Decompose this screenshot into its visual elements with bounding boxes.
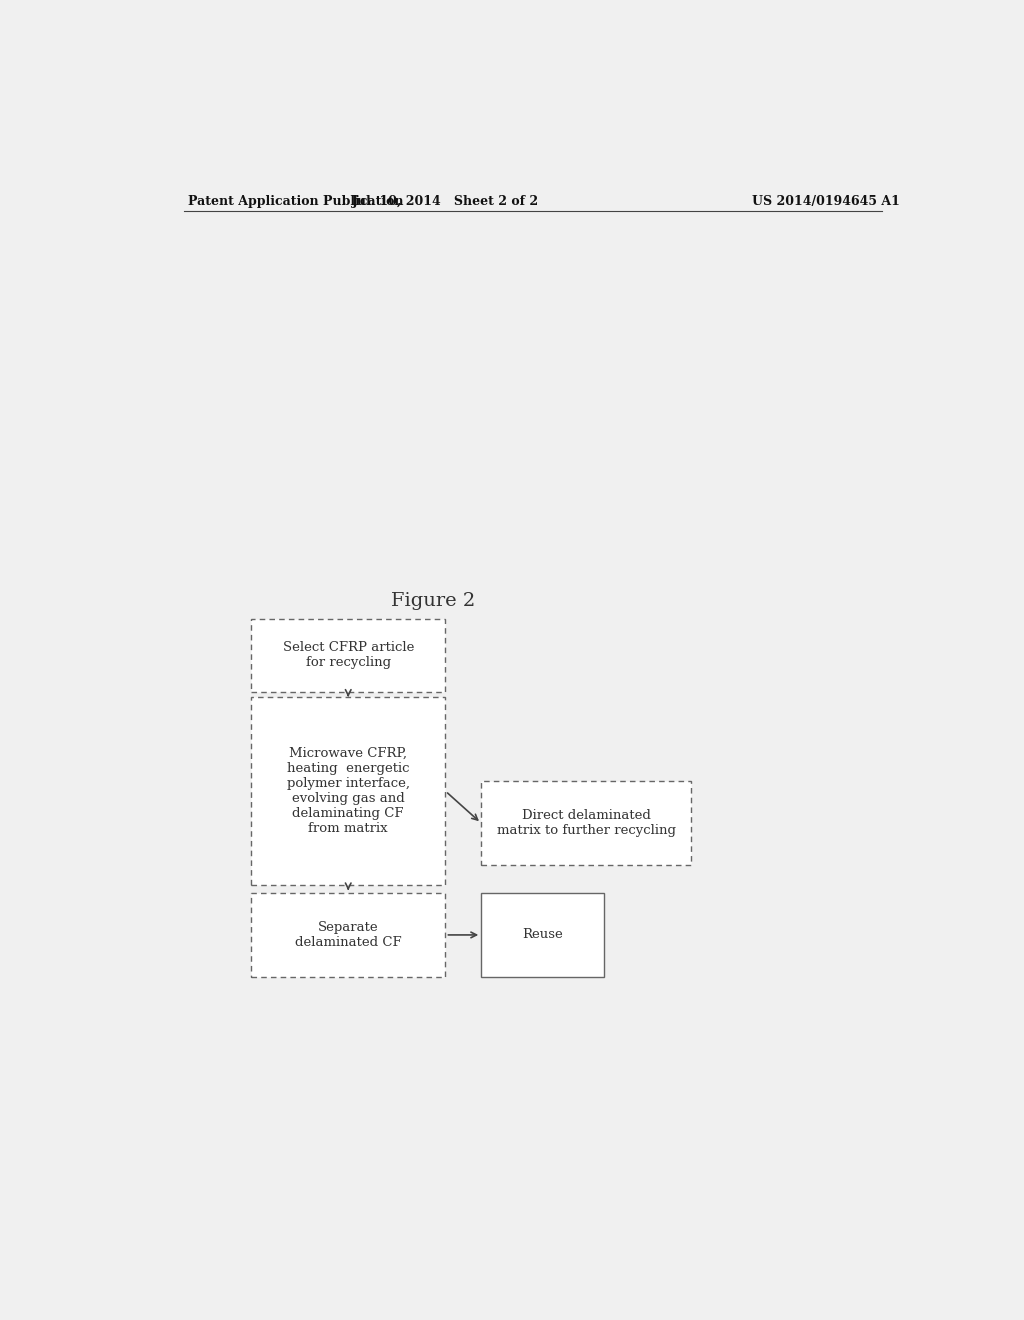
Text: Direct delaminated
matrix to further recycling: Direct delaminated matrix to further rec… bbox=[497, 809, 676, 837]
Text: Jul. 10, 2014   Sheet 2 of 2: Jul. 10, 2014 Sheet 2 of 2 bbox=[352, 194, 539, 207]
Text: Separate
delaminated CF: Separate delaminated CF bbox=[295, 921, 401, 949]
Bar bbox=[481, 781, 691, 865]
Text: Select CFRP article
for recycling: Select CFRP article for recycling bbox=[283, 642, 414, 669]
Text: Patent Application Publication: Patent Application Publication bbox=[187, 194, 403, 207]
Bar bbox=[481, 894, 604, 977]
Text: Figure 2: Figure 2 bbox=[391, 591, 476, 610]
Text: US 2014/0194645 A1: US 2014/0194645 A1 bbox=[753, 194, 900, 207]
Bar bbox=[251, 619, 445, 692]
Text: Reuse: Reuse bbox=[522, 928, 563, 941]
Bar bbox=[251, 697, 445, 886]
Text: Microwave CFRP,
heating  energetic
polymer interface,
evolving gas and
delaminat: Microwave CFRP, heating energetic polyme… bbox=[287, 747, 410, 836]
Bar bbox=[251, 894, 445, 977]
